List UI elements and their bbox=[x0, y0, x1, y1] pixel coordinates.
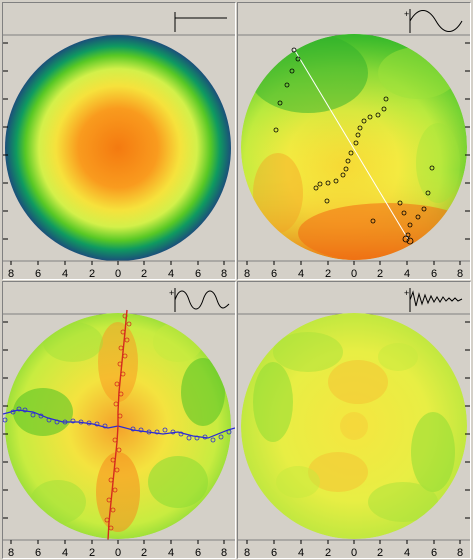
profile-markers bbox=[273, 47, 435, 245]
x-tick-label: 2 bbox=[89, 547, 95, 558]
x-tick-label: 8 bbox=[221, 547, 227, 558]
x-tick-label: 2 bbox=[141, 547, 147, 558]
x-tick-label: 4 bbox=[298, 547, 304, 558]
x-tick-label: 6 bbox=[35, 268, 41, 279]
x-tick-label: 2 bbox=[377, 268, 383, 279]
x-tick-label: 0 bbox=[115, 268, 121, 279]
x-tick-label: 0 bbox=[351, 547, 357, 558]
x-tick-label: 6 bbox=[195, 268, 201, 279]
x-tick-label: 2 bbox=[325, 268, 331, 279]
panel-top-left-canvas: 8 6 4 2 0 2 4 6 8 bbox=[3, 9, 235, 279]
inset-sine-1: + bbox=[404, 9, 463, 33]
x-tick-label: 0 bbox=[351, 268, 357, 279]
panel-top-left: 8 6 4 2 0 2 4 6 8 bbox=[2, 2, 236, 280]
x-tick-label: 4 bbox=[168, 268, 174, 279]
x-tick-label: 8 bbox=[244, 268, 250, 279]
inset-sine-2: + bbox=[169, 288, 230, 312]
x-tick-label: 8 bbox=[8, 547, 14, 558]
profile-line bbox=[293, 48, 409, 240]
x-tick-label: 4 bbox=[168, 547, 174, 558]
height-map bbox=[5, 35, 231, 261]
inset-plus-sign: + bbox=[404, 9, 409, 19]
x-tick-label: 8 bbox=[457, 268, 463, 279]
panel-bottom-left: + bbox=[2, 281, 236, 559]
red-profile-markers bbox=[104, 313, 132, 531]
x-tick-label: 2 bbox=[325, 547, 331, 558]
blue-profile-markers bbox=[3, 406, 232, 443]
x-tick-label: 6 bbox=[431, 547, 437, 558]
x-tick-label: 2 bbox=[377, 547, 383, 558]
x-tick-label: 4 bbox=[404, 547, 410, 558]
x-tick-label: 0 bbox=[115, 547, 121, 558]
red-profile-line bbox=[107, 309, 128, 541]
x-tick-label: 4 bbox=[404, 268, 410, 279]
x-tick-label: 6 bbox=[195, 547, 201, 558]
x-tick-label: 8 bbox=[8, 268, 14, 279]
inset-box bbox=[173, 9, 229, 33]
x-tick-label: 4 bbox=[62, 547, 68, 558]
inset-plus-sign: + bbox=[404, 288, 409, 298]
x-tick-label: 8 bbox=[221, 268, 227, 279]
x-tick-label: 8 bbox=[244, 547, 250, 558]
x-tick-label: 6 bbox=[271, 547, 277, 558]
panel-bottom-right-canvas: + bbox=[238, 288, 470, 558]
x-tick-label: 6 bbox=[35, 547, 41, 558]
inset-sine-high-freq: + bbox=[404, 288, 463, 312]
x-tick-label: 4 bbox=[298, 268, 304, 279]
panel-bottom-left-canvas: + bbox=[3, 288, 235, 558]
x-tick-label: 6 bbox=[271, 268, 277, 279]
x-tick-label: 6 bbox=[431, 268, 437, 279]
x-tick-label: 8 bbox=[457, 547, 463, 558]
x-tick-label: 2 bbox=[141, 268, 147, 279]
x-tick-label: 2 bbox=[89, 268, 95, 279]
panel-top-right: + bbox=[237, 2, 471, 280]
panel-top-right-canvas: + bbox=[238, 9, 470, 279]
panel-bottom-right: + bbox=[237, 281, 471, 559]
x-tick-label: 4 bbox=[62, 268, 68, 279]
inset-plus-sign: + bbox=[169, 288, 174, 298]
